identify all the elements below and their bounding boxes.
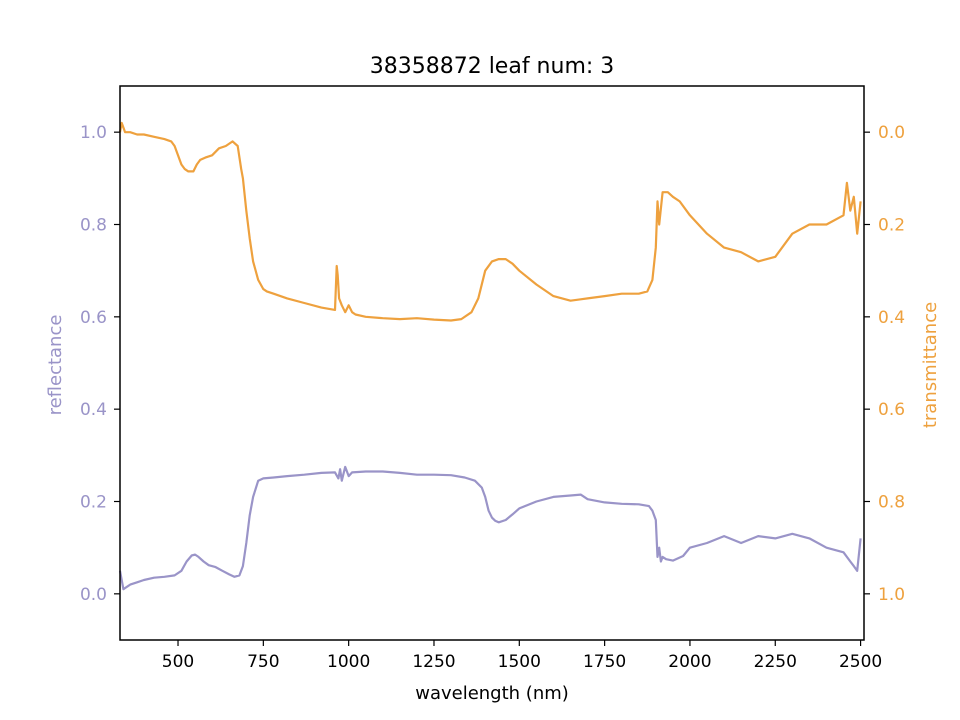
left-y-axis-label: reflectance [45, 315, 66, 416]
right-y-tick-label: 0.8 [878, 493, 905, 513]
reflectance-series-line [118, 465, 862, 591]
left-y-tick-label: 0.4 [80, 400, 107, 420]
x-tick-label: 2000 [668, 652, 711, 672]
x-tick-label: 1750 [583, 652, 626, 672]
left-y-tick-label: 0.0 [80, 585, 107, 605]
x-tick-label: 1000 [327, 652, 370, 672]
x-tick-label: 2500 [839, 652, 882, 672]
x-tick-label: 1500 [498, 652, 541, 672]
transmittance-series-line [118, 121, 862, 322]
right-y-axis: 0.0 0.2 0.4 0.6 0.8 1.0 [864, 123, 905, 605]
left-y-tick-label: 0.6 [80, 308, 107, 328]
x-tick-label: 500 [162, 652, 194, 672]
right-y-tick-label: 0.4 [878, 308, 905, 328]
plot-area [118, 121, 862, 591]
x-tick-label: 750 [247, 652, 279, 672]
left-y-axis: 0.0 0.2 0.4 0.6 0.8 1.0 [80, 123, 120, 605]
right-y-tick-label: 0.0 [878, 123, 905, 143]
left-y-tick-label: 0.8 [80, 216, 107, 236]
right-y-tick-label: 0.6 [878, 400, 905, 420]
left-y-tick-label: 0.2 [80, 493, 107, 513]
right-y-axis-label: transmittance [920, 302, 941, 428]
x-tick-label: 2250 [754, 652, 797, 672]
x-axis-label: wavelength (nm) [415, 683, 569, 704]
axes-frame [119, 85, 865, 641]
right-y-tick-label: 1.0 [878, 585, 905, 605]
chart-title: 38358872 leaf num: 3 [370, 54, 615, 79]
left-y-tick-label: 1.0 [80, 123, 107, 143]
x-axis: 500 750 1000 1250 1500 1750 2000 2250 2500 [162, 640, 882, 672]
x-tick-label: 1250 [412, 652, 455, 672]
right-y-tick-label: 0.2 [878, 216, 905, 236]
